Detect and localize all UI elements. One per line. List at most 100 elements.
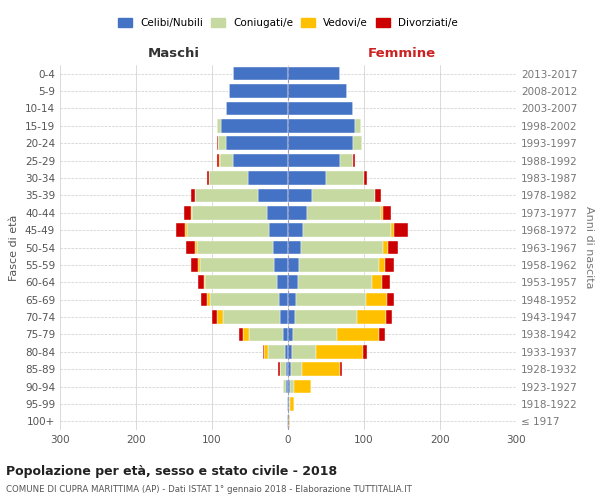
Bar — [217, 119, 221, 132]
Bar — [374, 188, 376, 202]
Bar — [268, 345, 285, 358]
Bar — [388, 240, 398, 254]
Bar — [288, 258, 299, 272]
Bar — [217, 136, 218, 150]
Bar — [376, 188, 381, 202]
Bar — [298, 276, 373, 289]
Bar — [209, 171, 248, 185]
Bar — [221, 119, 288, 132]
Bar — [313, 188, 374, 202]
Bar — [394, 224, 408, 237]
Bar — [382, 276, 390, 289]
Bar — [280, 310, 288, 324]
Bar — [226, 102, 288, 115]
Bar — [257, 188, 288, 202]
Bar — [219, 154, 220, 168]
Bar — [364, 171, 367, 185]
Bar — [197, 240, 273, 254]
Bar — [357, 310, 386, 324]
Bar — [301, 240, 383, 254]
Bar — [365, 293, 387, 306]
Bar — [379, 328, 385, 341]
Bar — [307, 206, 382, 220]
Bar — [288, 293, 296, 306]
Bar — [269, 224, 288, 237]
Bar — [191, 258, 199, 272]
Bar — [316, 345, 363, 358]
Bar — [205, 276, 277, 289]
Bar — [265, 345, 268, 358]
Bar — [267, 206, 288, 220]
Y-axis label: Anni di nascita: Anni di nascita — [584, 206, 594, 289]
Bar — [340, 362, 342, 376]
Bar — [290, 397, 294, 410]
Bar — [194, 188, 195, 202]
Bar — [288, 224, 303, 237]
Bar — [223, 310, 280, 324]
Bar — [243, 328, 249, 341]
Bar — [263, 345, 265, 358]
Text: Maschi: Maschi — [148, 47, 200, 60]
Bar — [288, 102, 353, 115]
Bar — [208, 171, 209, 185]
Bar — [288, 240, 301, 254]
Bar — [353, 154, 355, 168]
Bar — [382, 206, 383, 220]
Bar — [195, 188, 257, 202]
Bar — [191, 206, 192, 220]
Bar — [291, 362, 302, 376]
Bar — [288, 171, 326, 185]
Bar — [199, 258, 200, 272]
Bar — [288, 345, 292, 358]
Bar — [186, 240, 195, 254]
Bar — [197, 276, 203, 289]
Bar — [288, 84, 347, 98]
Y-axis label: Fasce di età: Fasce di età — [10, 214, 19, 280]
Bar — [287, 414, 288, 428]
Bar — [206, 293, 211, 306]
Bar — [283, 380, 286, 394]
Bar — [287, 397, 288, 410]
Bar — [299, 258, 379, 272]
Bar — [273, 240, 288, 254]
Bar — [288, 136, 353, 150]
Bar — [288, 362, 291, 376]
Bar — [233, 67, 288, 80]
Bar — [288, 397, 289, 410]
Bar — [295, 310, 357, 324]
Bar — [217, 154, 219, 168]
Bar — [288, 276, 298, 289]
Bar — [288, 380, 290, 394]
Bar — [288, 414, 289, 428]
Bar — [379, 258, 385, 272]
Bar — [176, 224, 185, 237]
Bar — [302, 362, 340, 376]
Bar — [290, 380, 294, 394]
Bar — [288, 328, 293, 341]
Legend: Celibi/Nubili, Coniugati/e, Vedovi/e, Divorziati/e: Celibi/Nubili, Coniugati/e, Vedovi/e, Di… — [114, 14, 462, 32]
Bar — [383, 206, 391, 220]
Bar — [288, 188, 313, 202]
Bar — [217, 310, 223, 324]
Bar — [248, 171, 288, 185]
Bar — [373, 276, 382, 289]
Bar — [285, 345, 288, 358]
Bar — [337, 328, 379, 341]
Bar — [363, 345, 367, 358]
Bar — [277, 276, 288, 289]
Bar — [200, 293, 206, 306]
Bar — [249, 328, 283, 341]
Bar — [288, 206, 307, 220]
Bar — [288, 119, 355, 132]
Bar — [355, 119, 361, 132]
Bar — [293, 328, 337, 341]
Bar — [386, 310, 392, 324]
Bar — [274, 258, 288, 272]
Text: COMUNE DI CUPRA MARITTIMA (AP) - Dati ISTAT 1° gennaio 2018 - Elaborazione TUTTI: COMUNE DI CUPRA MARITTIMA (AP) - Dati IS… — [6, 485, 412, 494]
Bar — [288, 310, 295, 324]
Bar — [203, 276, 205, 289]
Bar — [218, 136, 226, 150]
Bar — [279, 293, 288, 306]
Bar — [340, 154, 353, 168]
Bar — [326, 171, 364, 185]
